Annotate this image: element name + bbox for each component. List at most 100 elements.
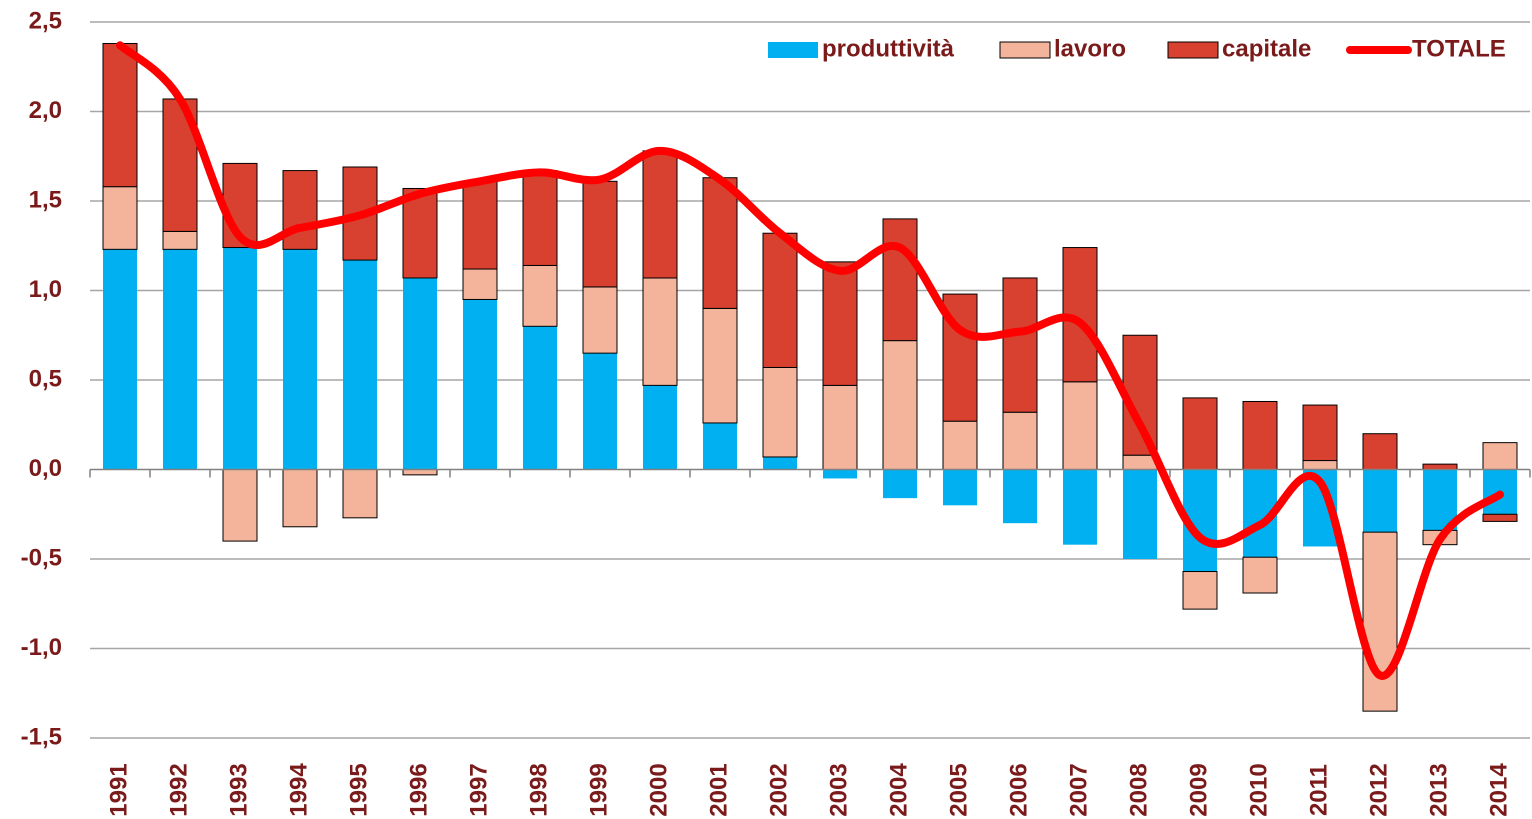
legend-swatch xyxy=(768,42,818,58)
bar xyxy=(582,180,618,288)
bar xyxy=(702,177,738,309)
x-tick-label: 2003 xyxy=(825,763,852,816)
y-tick-label: 0,5 xyxy=(29,365,62,392)
bar xyxy=(702,307,738,424)
bar xyxy=(163,249,197,470)
bar xyxy=(1422,463,1458,471)
bar xyxy=(1182,397,1218,470)
bar xyxy=(222,469,258,542)
bar xyxy=(1362,531,1398,712)
bar xyxy=(1482,513,1518,522)
bar xyxy=(1302,404,1338,462)
x-tick-label: 2002 xyxy=(765,763,792,816)
x-tick-label: 2013 xyxy=(1425,763,1452,816)
x-tick-label: 2010 xyxy=(1245,763,1272,816)
line xyxy=(116,41,1504,680)
bar xyxy=(282,170,318,250)
bar xyxy=(403,277,437,470)
y-tick-label: -1,5 xyxy=(21,723,62,750)
bar xyxy=(1063,469,1097,545)
bar xyxy=(282,469,318,528)
bar xyxy=(1302,460,1338,470)
x-tick-label: 1991 xyxy=(105,763,132,816)
bar xyxy=(642,150,678,279)
bar xyxy=(643,385,677,470)
bar xyxy=(822,261,858,386)
x-tick-label: 2014 xyxy=(1485,763,1512,817)
legend-label: produttività xyxy=(822,35,955,62)
x-tick-label: 1994 xyxy=(285,763,312,817)
bar xyxy=(763,456,797,470)
bar xyxy=(102,186,138,250)
bar xyxy=(1002,277,1038,413)
bar xyxy=(463,299,497,470)
bar xyxy=(1242,556,1278,594)
x-tick-label: 1999 xyxy=(585,763,612,816)
bar xyxy=(642,277,678,386)
bar xyxy=(583,353,617,470)
x-tick-label: 2001 xyxy=(705,763,732,816)
bar xyxy=(462,268,498,300)
legend-label: capitale xyxy=(1222,35,1311,62)
bar xyxy=(283,249,317,470)
bar xyxy=(223,247,257,470)
bar xyxy=(1003,469,1037,524)
bar xyxy=(1062,381,1098,471)
bar xyxy=(762,366,798,458)
x-tick-label: 1995 xyxy=(345,763,372,816)
bar xyxy=(402,187,438,279)
bar xyxy=(1182,571,1218,610)
bar xyxy=(522,264,558,327)
bar xyxy=(1362,433,1398,471)
y-tick-label: 2,5 xyxy=(29,7,62,34)
y-tick-label: -1,0 xyxy=(21,634,62,661)
x-tick-label: 2005 xyxy=(945,763,972,816)
bar xyxy=(402,469,438,476)
bar xyxy=(1363,469,1397,533)
bar xyxy=(943,469,977,506)
bar xyxy=(883,469,917,499)
x-tick-label: 1992 xyxy=(165,763,192,816)
bar xyxy=(523,326,557,470)
bar xyxy=(162,230,198,250)
x-tick-label: 1997 xyxy=(465,763,492,816)
bar xyxy=(1242,400,1278,471)
legend-swatch xyxy=(999,41,1051,59)
bar xyxy=(703,422,737,470)
bar xyxy=(1002,411,1038,470)
bar xyxy=(823,469,857,479)
x-tick-label: 1993 xyxy=(225,763,252,816)
x-tick-label: 1998 xyxy=(525,763,552,816)
bar xyxy=(342,469,378,519)
legend-label: TOTALE xyxy=(1412,35,1506,62)
bar xyxy=(882,340,918,470)
x-tick-label: 1996 xyxy=(405,763,432,816)
bar xyxy=(1482,442,1518,470)
legend-swatch xyxy=(1167,41,1219,59)
y-tick-label: 0,0 xyxy=(29,455,62,482)
bar xyxy=(762,232,798,368)
x-tick-label: 2008 xyxy=(1125,763,1152,816)
x-tick-label: 2012 xyxy=(1365,763,1392,816)
x-tick-label: 2006 xyxy=(1005,763,1032,816)
x-tick-label: 2000 xyxy=(645,763,672,816)
bar xyxy=(1123,469,1157,559)
x-tick-label: 2009 xyxy=(1185,763,1212,816)
legend-label: lavoro xyxy=(1054,35,1126,62)
bar xyxy=(103,249,137,470)
y-tick-label: 1,0 xyxy=(29,276,62,303)
x-tick-label: 2011 xyxy=(1305,764,1332,816)
bar xyxy=(522,170,558,266)
bar xyxy=(822,384,858,470)
bar xyxy=(582,286,618,354)
bar xyxy=(882,218,918,342)
y-tick-label: 1,5 xyxy=(29,186,62,213)
y-tick-label: -0,5 xyxy=(21,544,62,571)
bar xyxy=(102,42,138,188)
x-tick-label: 2004 xyxy=(885,763,912,817)
y-tick-label: 2,0 xyxy=(29,97,62,124)
bar xyxy=(222,162,258,249)
x-tick-label: 2007 xyxy=(1065,763,1092,816)
bar xyxy=(462,180,498,270)
